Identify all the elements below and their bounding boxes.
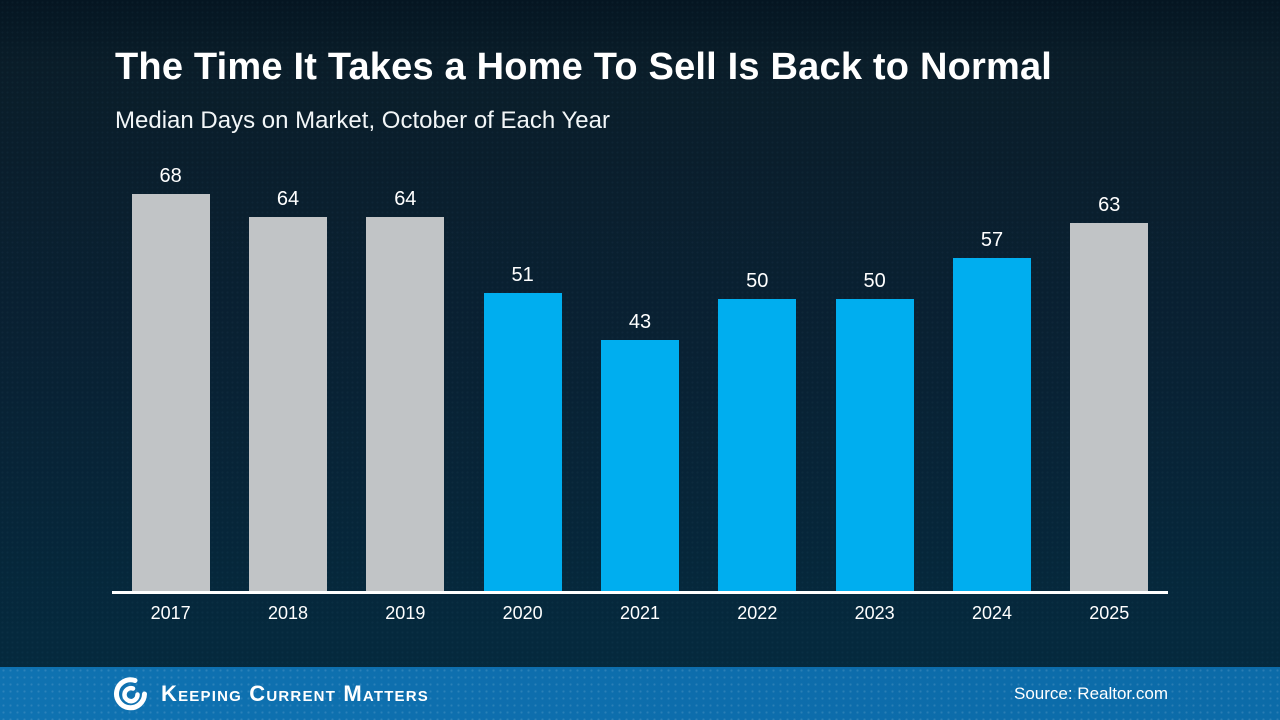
bar-group-2018: 64 (229, 188, 346, 591)
bar-2025 (1070, 223, 1149, 591)
bar-group-2019: 64 (347, 188, 464, 591)
bar-2018 (248, 217, 327, 591)
bar-2021 (600, 340, 679, 591)
bar-value-label: 64 (394, 188, 417, 210)
x-axis-label-2021: 2021 (619, 603, 660, 623)
plot-area: 68 64 64 51 43 50 50 57 63 (112, 161, 1168, 591)
bar-value-label: 57 (980, 229, 1004, 251)
bar-2019 (366, 217, 445, 591)
x-axis-label-2024: 2024 (971, 603, 1012, 623)
bar-value-label: 51 (511, 264, 534, 286)
x-axis-line (112, 591, 1168, 594)
bar-group-2021: 43 (581, 311, 698, 591)
bar-2022 (718, 299, 797, 591)
bar-2020 (483, 293, 562, 591)
bar-value-label: 50 (863, 270, 886, 292)
bar-group-2022: 50 (699, 270, 816, 591)
brand: Keeping Current Matters (113, 676, 429, 712)
footer-bar: Keeping Current Matters Source: Realtor.… (0, 667, 1280, 720)
bar-group-2023: 50 (816, 270, 933, 591)
x-axis-label-2019: 2019 (385, 603, 426, 623)
chart-title: The Time It Takes a Home To Sell Is Back… (115, 46, 1053, 88)
bar-value-label: 63 (1098, 194, 1121, 216)
x-axis-label-2025: 2025 (1089, 603, 1130, 623)
x-axis-label-2022: 2022 (737, 603, 778, 623)
bar-value-label: 64 (276, 188, 300, 210)
bar-chart: 68 64 64 51 43 50 50 57 63 2017 2018 2019 2020 2021 2… (112, 165, 1168, 652)
bar-value-label: 43 (628, 311, 652, 333)
bar-2023 (835, 299, 914, 591)
bar-group-2020: 51 (464, 264, 581, 591)
bar-value-label: 50 (746, 270, 769, 292)
x-axis-label-2020: 2020 (502, 603, 543, 623)
x-axis-label-2017: 2017 (150, 603, 191, 623)
bar-value-label: 68 (159, 165, 182, 187)
x-axis-labels: 2017 2018 2019 2020 2021 2022 2023 2024 2025 (112, 603, 1168, 624)
x-axis-label-2023: 2023 (854, 603, 895, 623)
bar-group-2024: 57 (933, 229, 1050, 591)
x-axis-label-2018: 2018 (267, 603, 309, 623)
kcm-swirl-icon (114, 676, 147, 710)
bar-2017 (131, 194, 210, 591)
bar-group-2017: 68 (112, 165, 229, 591)
source-text: Source: Realtor.com (1013, 683, 1168, 703)
bar-2024 (952, 258, 1031, 591)
chart-header: The Time It Takes a Home To Sell Is Back… (115, 46, 1052, 135)
bar-group-2025: 63 (1051, 194, 1168, 591)
chart-subtitle: Median Days on Market, October of Each Y… (115, 107, 610, 134)
brand-name: Keeping Current Matters (161, 680, 429, 706)
